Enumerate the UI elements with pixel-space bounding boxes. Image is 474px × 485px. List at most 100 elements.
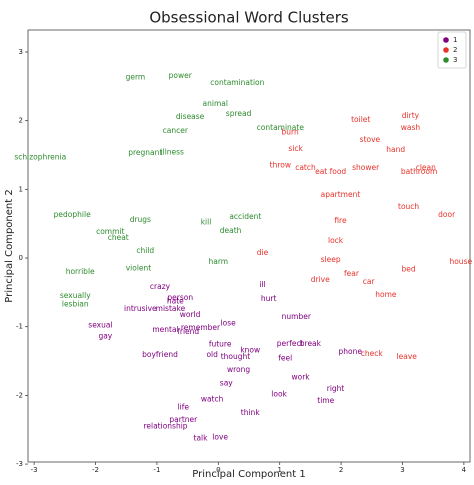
word-point: number (282, 312, 312, 321)
word-point: schizophrenia (14, 153, 66, 162)
word-point: think (241, 408, 261, 417)
word-point: watch (201, 395, 224, 404)
word-point: lesbian (62, 300, 89, 309)
x-tick-label: -1 (153, 466, 160, 474)
word-point: contaminate (257, 123, 305, 132)
word-point: cheat (108, 233, 129, 242)
word-point: home (375, 290, 397, 299)
x-tick-label: 4 (462, 466, 467, 474)
word-point: sexual (88, 320, 112, 329)
word-point: drive (311, 275, 330, 284)
word-point: break (300, 339, 322, 348)
word-point: sleep (321, 255, 341, 264)
word-point: apartment (321, 190, 361, 199)
word-point: perfect (277, 339, 304, 348)
word-point: boyfriend (142, 350, 178, 359)
word-point: animal (203, 99, 228, 108)
y-tick-label: 1 (19, 185, 23, 193)
legend-label: 1 (453, 36, 457, 44)
x-tick-label: 1 (277, 466, 281, 474)
x-tick-label: 3 (400, 466, 404, 474)
y-axis-label: Principal Component 2 (4, 189, 15, 302)
word-point: cancer (163, 126, 189, 135)
y-tick-label: 0 (19, 254, 23, 262)
legend-marker (443, 57, 449, 63)
x-tick-label: -2 (92, 466, 99, 474)
word-point: bathroom (401, 167, 437, 176)
word-point: violent (126, 263, 152, 272)
plot-frame (27, 29, 471, 463)
word-point: lose (221, 318, 237, 327)
word-point: drugs (130, 215, 151, 224)
word-point: leave (397, 352, 418, 361)
y-tick-label: -3 (16, 460, 23, 468)
word-point: know (240, 346, 260, 355)
word-point: gay (98, 331, 112, 340)
word-point: mistake (156, 304, 186, 313)
word-point: toilet (351, 115, 370, 124)
word-point: feel (278, 353, 292, 362)
x-tick-label: -3 (31, 466, 38, 474)
word-point: sick (288, 144, 303, 153)
legend-marker (443, 47, 449, 53)
x-axis-label: Principal Component 1 (192, 469, 305, 480)
word-point: future (209, 340, 232, 349)
word-point: hurt (261, 294, 277, 303)
y-tick-label: -2 (16, 391, 23, 399)
word-point: say (220, 379, 234, 388)
word-point: relationship (143, 421, 187, 430)
word-point: lock (328, 236, 344, 245)
word-point: door (438, 210, 456, 219)
word-point: remember (181, 323, 221, 332)
word-point: child (136, 246, 154, 255)
word-point: house (449, 257, 472, 266)
word-point: death (220, 226, 242, 235)
y-tick-label: 2 (19, 117, 23, 125)
word-point: crazy (150, 282, 171, 291)
word-point: wash (401, 123, 421, 132)
word-point: love (212, 432, 228, 441)
word-point: fire (334, 216, 347, 225)
word-point: mental (152, 325, 178, 334)
word-point: talk (194, 434, 209, 443)
word-point: contamination (210, 78, 264, 87)
word-point: disease (176, 112, 205, 121)
word-point: old (206, 350, 218, 359)
legend-marker (443, 37, 449, 43)
word-point: burn (282, 127, 299, 136)
x-tick-label: 2 (339, 466, 343, 474)
word-point: horrible (66, 267, 95, 276)
word-point: germ (126, 72, 146, 81)
word-point: life (178, 403, 190, 412)
word-point: partner (169, 415, 198, 424)
word-point: bed (402, 265, 416, 274)
word-point: kill (201, 217, 212, 226)
word-point: right (327, 384, 345, 393)
word-point: world (180, 310, 201, 319)
word-point: spread (226, 109, 252, 118)
word-point: shower (352, 163, 380, 172)
word-point: touch (398, 202, 419, 211)
word-point: person (167, 293, 193, 302)
word-point: clean (416, 163, 436, 172)
word-point: wrong (227, 365, 250, 374)
legend-box (437, 31, 467, 69)
word-point: friend (177, 327, 199, 336)
word-point: accident (229, 212, 261, 221)
word-point: harm (209, 257, 229, 266)
word-point: catch (295, 163, 316, 172)
legend-label: 3 (453, 56, 457, 64)
y-tick-label: -1 (16, 323, 23, 331)
word-point: stove (360, 135, 381, 144)
word-point: throw (270, 160, 291, 169)
word-point: dirty (402, 111, 420, 120)
word-point: hand (386, 145, 405, 154)
word-point: pedophile (54, 210, 91, 219)
y-tick-label: 3 (19, 48, 23, 56)
word-point: check (361, 349, 384, 358)
word-point: car (363, 277, 376, 286)
word-point: die (257, 248, 269, 257)
word-point: eat food (315, 167, 346, 176)
